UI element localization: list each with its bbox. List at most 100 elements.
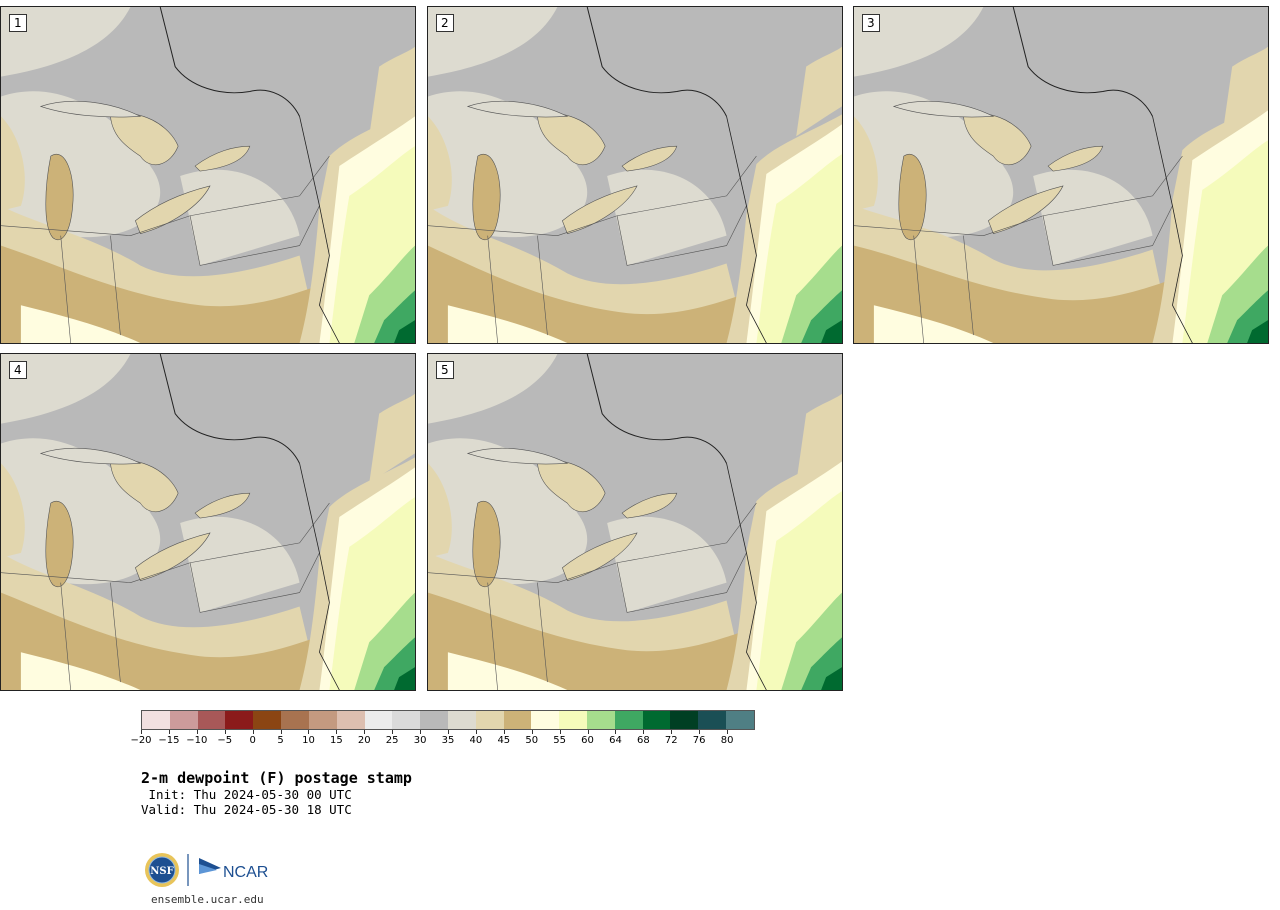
colorbar-tick xyxy=(224,730,226,734)
state-line xyxy=(913,205,1173,343)
colorbar-swatch xyxy=(281,711,309,729)
colorbar-tick xyxy=(587,730,589,734)
ensemble-member-map-5: 5 xyxy=(427,353,843,691)
lake-ontario xyxy=(194,492,251,519)
colorbar-tick xyxy=(280,730,282,734)
state-line xyxy=(60,552,320,690)
border-line xyxy=(586,7,728,117)
state-line xyxy=(1,502,330,583)
tan-region xyxy=(369,46,415,137)
colorbar-tick-label: 0 xyxy=(249,735,256,746)
colorbar-swatch xyxy=(197,711,226,729)
colorbar-tick-label: 64 xyxy=(609,735,622,746)
lake-ontario xyxy=(621,492,678,519)
colorbar-tick xyxy=(699,730,701,734)
colorbar-tick-label: 80 xyxy=(720,735,734,746)
colorbar-swatch xyxy=(503,711,532,729)
brown-region xyxy=(1,245,330,343)
colorbar-tick xyxy=(448,730,449,734)
colorbar-swatch xyxy=(364,711,393,729)
lake-erie xyxy=(134,185,211,235)
colorbar-tick-label: −10 xyxy=(186,735,208,746)
colorbar-swatch xyxy=(336,711,365,729)
lake-ontario xyxy=(621,145,678,172)
colorbar-tick-label: −5 xyxy=(217,735,233,746)
light-region xyxy=(1033,169,1153,266)
colorbar-swatch xyxy=(559,711,587,729)
colorbar-tick xyxy=(615,730,617,734)
colorbar-tick xyxy=(643,730,645,734)
colorbar-tick xyxy=(336,730,338,734)
dark-green-region xyxy=(394,667,415,690)
colorbar-swatch xyxy=(726,711,754,729)
website-url: ensemble.ucar.edu xyxy=(151,893,264,906)
lake-huron xyxy=(110,460,179,513)
colorbar-swatch xyxy=(420,711,448,729)
colorbar-tick-label: 76 xyxy=(692,735,706,746)
lake-ontario xyxy=(1047,145,1104,172)
light-region xyxy=(1,438,161,585)
colorbar-tick xyxy=(392,730,394,734)
ensemble-member-map-3: 3 xyxy=(853,6,1269,344)
colorbar-swatch xyxy=(670,711,699,729)
tan-region xyxy=(796,393,842,484)
valid-time: Valid: Thu 2024-05-30 18 UTC xyxy=(141,802,352,817)
dewpoint-map xyxy=(428,354,842,690)
tan-region xyxy=(369,393,415,484)
lake-huron xyxy=(537,460,606,513)
lake-erie xyxy=(134,532,211,582)
colorbar-tick-label: 60 xyxy=(581,735,594,746)
colorbar-tick xyxy=(727,730,729,734)
member-label: 2 xyxy=(436,14,454,32)
light-region xyxy=(428,354,558,424)
tan-region xyxy=(854,116,878,211)
tan-region xyxy=(1,116,25,211)
colorbar-tick xyxy=(252,730,254,734)
colorbar-tick-label: 5 xyxy=(277,735,284,746)
lake-superior xyxy=(466,447,569,465)
ensemble-member-map-4: 4 xyxy=(0,353,416,691)
colorbar-tick xyxy=(475,730,477,734)
lake-ontario xyxy=(194,145,251,172)
cream-region xyxy=(20,652,141,690)
tan-region xyxy=(1,463,25,558)
tan-region xyxy=(428,463,452,558)
colorbar-tick-label: 68 xyxy=(636,735,650,746)
member-label: 5 xyxy=(436,361,454,379)
ncar-text: NCAR xyxy=(223,864,268,881)
state-line xyxy=(487,552,747,690)
state-line xyxy=(487,205,747,343)
member-label: 3 xyxy=(862,14,880,32)
coastline xyxy=(726,116,767,343)
light-region xyxy=(428,91,588,238)
colorbar-tick-label: 25 xyxy=(385,735,399,746)
init-time: Init: Thu 2024-05-30 00 UTC xyxy=(141,787,352,802)
chart-title: 2-m dewpoint (F) postage stamp xyxy=(141,769,412,787)
colorbar-tick xyxy=(503,730,505,734)
colorbar-tick xyxy=(141,730,142,734)
light-region xyxy=(180,516,300,613)
brown-region xyxy=(1,592,330,690)
tan-region xyxy=(1222,46,1268,137)
nsf-logo-icon: NSF xyxy=(145,853,179,887)
colorbar-tick xyxy=(308,730,310,734)
lake-superior xyxy=(466,100,569,118)
colorbar-tick-label: 45 xyxy=(497,735,511,746)
lake-superior xyxy=(39,100,142,118)
colorbar-swatch xyxy=(475,711,504,729)
colorbar-tick xyxy=(559,730,561,734)
light-region xyxy=(607,516,727,613)
lake-michigan xyxy=(45,500,74,587)
lake-superior xyxy=(892,100,995,118)
brown-region xyxy=(428,592,757,690)
light-region xyxy=(854,7,984,77)
coastline xyxy=(726,463,767,690)
lake-michigan xyxy=(472,153,501,240)
dewpoint-colorbar xyxy=(141,710,755,730)
border-line xyxy=(586,354,728,464)
border-line xyxy=(159,354,301,464)
colorbar-swatch xyxy=(225,711,254,729)
member-label: 4 xyxy=(9,361,27,379)
colorbar-tick-label: 55 xyxy=(553,735,566,746)
colorbar-swatch xyxy=(447,711,476,729)
